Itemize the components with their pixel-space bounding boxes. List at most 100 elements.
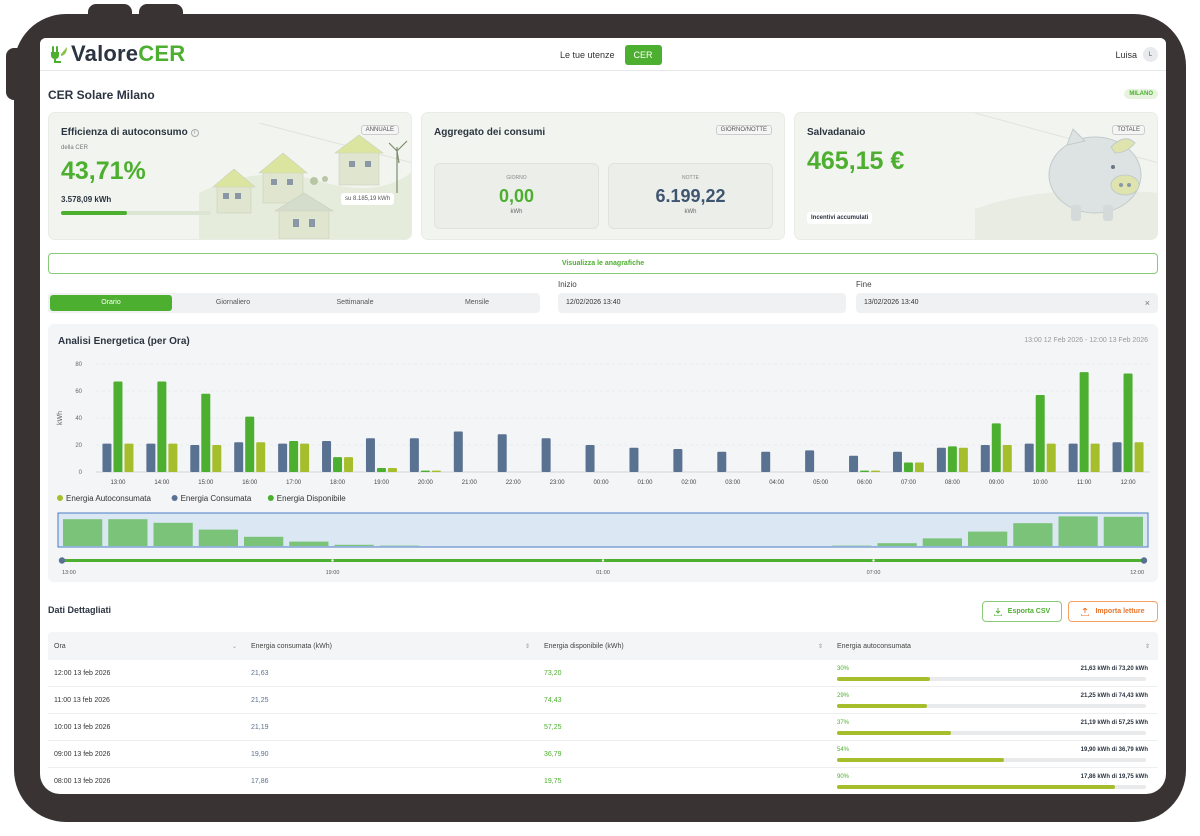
info-icon[interactable]: i bbox=[190, 129, 199, 137]
export-csv-button[interactable]: Esporta CSV bbox=[982, 601, 1062, 622]
table-row[interactable]: 11:00 13 feb 2026 21,25 74,43 29% 21,25 kWh … bbox=[48, 687, 1158, 714]
tab-daily[interactable]: Giornaliero bbox=[215, 299, 251, 306]
efficiency-subtitle: della CER bbox=[61, 145, 89, 151]
start-date-input[interactable]: 12/02/2026 13:40 bbox=[558, 293, 846, 313]
import-readings-label: Importa letture bbox=[1095, 608, 1145, 615]
selfconsumed-bar-fill bbox=[837, 730, 952, 735]
bar-energia-disponibile bbox=[947, 446, 957, 472]
savings-card: Salvadanaio TOTALE 465,15 € Incentivi ac… bbox=[794, 112, 1158, 240]
table-row[interactable]: 09:00 13 feb 2026 19,90 36,79 54% 19,90 kWh … bbox=[48, 741, 1158, 768]
navigator-bar bbox=[968, 531, 1008, 546]
x-tick-label: 14:00 bbox=[154, 480, 170, 486]
selfconsumed-bar bbox=[837, 730, 1146, 735]
bar-energia-consumata bbox=[541, 438, 551, 472]
legend-marker bbox=[171, 495, 178, 501]
x-tick-label: 12:00 bbox=[1121, 480, 1137, 486]
bar-energia-autoconsumata bbox=[387, 467, 397, 472]
energy-chart[interactable]: 0 20 40 60 80 kWh 13:00 14:00 15:00 16:00 17:00 18:… bbox=[48, 324, 1158, 582]
download-icon bbox=[993, 607, 1002, 616]
chart-range: 13:00 12 Feb 2026 - 12:00 13 Feb 2026 bbox=[1024, 337, 1148, 344]
tab-weekly[interactable]: Settimanale bbox=[336, 299, 374, 306]
logo-text: ValoreCER bbox=[71, 41, 185, 67]
x-tick-label: 16:00 bbox=[242, 480, 258, 486]
x-tick-label: 20:00 bbox=[418, 480, 434, 486]
clear-date-icon[interactable]: × bbox=[1144, 298, 1150, 308]
sort-icon[interactable]: ⇕ bbox=[524, 643, 530, 650]
x-tick-label: 02:00 bbox=[681, 480, 697, 486]
bar-energia-autoconsumata bbox=[300, 443, 310, 472]
nav-cer[interactable]: CER bbox=[624, 45, 662, 65]
navigator-tick-label: 01:00 bbox=[596, 570, 610, 576]
cell-time: 12:00 13 feb 2026 bbox=[54, 669, 111, 677]
bar-energia-disponibile bbox=[1123, 373, 1133, 472]
table-header: Ora ⌄ Energia consumata (kWh) ⇕ Energia di… bbox=[48, 632, 1158, 660]
bar-energia-autoconsumata bbox=[1046, 443, 1056, 472]
cell-selfconsumed: 30% 21,63 kWh di 73,20 kWh bbox=[831, 660, 1158, 687]
selfconsumed-desc: 21,63 kWh di 73,20 kWh bbox=[1080, 665, 1148, 672]
details-title: Dati Dettagliati bbox=[48, 605, 112, 615]
view-anagrafiche-button[interactable]: Visualizza le anagrafiche bbox=[48, 253, 1158, 274]
bar-energia-consumata bbox=[936, 447, 946, 472]
cell-selfconsumed: 29% 21,25 kWh di 74,43 kWh bbox=[831, 687, 1158, 714]
bar-energia-consumata bbox=[673, 449, 683, 472]
end-label: Fine bbox=[856, 280, 872, 289]
table-row[interactable]: 08:00 13 feb 2026 17,86 19,75 90% 17,86 kWh … bbox=[48, 768, 1158, 794]
bar-energia-autoconsumata bbox=[431, 470, 441, 472]
bar-energia-autoconsumata bbox=[871, 470, 881, 472]
efficiency-value: 43,71% bbox=[61, 157, 146, 185]
bar-energia-consumata bbox=[190, 445, 200, 472]
end-date-value: 13/02/2026 13:40 bbox=[864, 299, 919, 306]
navigator-tick-label: 13:00 bbox=[62, 570, 76, 576]
col-time[interactable]: Ora ⌄ bbox=[48, 643, 245, 650]
col-consumed-label: Energia consumata (kWh) bbox=[251, 642, 332, 650]
efficiency-kwh: 3.578,09 kWh bbox=[61, 195, 112, 204]
end-date-input[interactable]: 13/02/2026 13:40 × bbox=[856, 293, 1158, 313]
export-csv-label: Esporta CSV bbox=[1007, 608, 1051, 615]
y-axis-label: kWh bbox=[57, 411, 64, 425]
navigator-bar bbox=[63, 519, 103, 546]
legend-marker bbox=[57, 495, 63, 501]
table-row[interactable]: 10:00 13 feb 2026 21,19 57,25 37% 21,19 kWh … bbox=[48, 714, 1158, 741]
cell-available: 73,20 bbox=[544, 669, 562, 677]
bar-energia-consumata bbox=[1112, 442, 1122, 472]
table-row[interactable]: 12:00 13 feb 2026 21,63 73,20 30% 21,63 kWh … bbox=[48, 660, 1158, 687]
cell-time: 10:00 13 feb 2026 bbox=[54, 723, 111, 731]
bar-energia-disponibile bbox=[903, 462, 913, 472]
bar-energia-consumata bbox=[761, 451, 771, 472]
y-tick-label: 20 bbox=[75, 443, 82, 449]
col-available[interactable]: Energia disponibile (kWh) ⇕ bbox=[538, 643, 831, 650]
page-title: CER Solare Milano bbox=[48, 88, 155, 102]
navigator-handle-right bbox=[1140, 557, 1148, 564]
cell-selfconsumed: 90% 17,86 kWh di 19,75 kWh bbox=[831, 768, 1158, 795]
tab-monthly[interactable]: Mensile bbox=[464, 299, 490, 306]
x-tick-label: 23:00 bbox=[550, 480, 566, 486]
bar-energia-consumata bbox=[980, 445, 990, 472]
bar-energia-disponibile bbox=[245, 416, 255, 472]
sort-icon[interactable]: ⇕ bbox=[817, 643, 823, 650]
nav-utenze[interactable]: Le tue utenze bbox=[560, 50, 615, 60]
top-bar: ValoreCER Le tue utenze CER Luisa L bbox=[40, 38, 1166, 71]
selfconsumed-percent: 29% bbox=[837, 692, 850, 699]
import-readings-button[interactable]: Importa letture bbox=[1068, 601, 1158, 622]
tab-hourly[interactable]: Orario bbox=[50, 295, 172, 311]
chevron-down-icon[interactable]: ⌄ bbox=[231, 643, 237, 650]
user-menu[interactable]: Luisa L bbox=[1115, 47, 1158, 62]
bar-energia-consumata bbox=[409, 438, 419, 472]
savings-value: 465,15 € bbox=[807, 147, 905, 175]
selfconsumed-percent: 30% bbox=[837, 665, 850, 672]
logo[interactable]: ValoreCER bbox=[48, 41, 185, 67]
selfconsumed-desc: 17,86 kWh di 19,75 kWh bbox=[1080, 773, 1148, 780]
bar-energia-autoconsumata bbox=[1134, 442, 1144, 472]
bar-energia-disponibile bbox=[1035, 395, 1045, 472]
col-consumed[interactable]: Energia consumata (kWh) ⇕ bbox=[245, 643, 538, 650]
night-unit: kWh bbox=[684, 209, 697, 215]
sort-icon[interactable]: ⇕ bbox=[1144, 643, 1150, 650]
col-selfconsumed[interactable]: Energia autoconsumata ⇕ bbox=[831, 643, 1158, 650]
upload-icon bbox=[1081, 607, 1090, 616]
navigator-handle-left bbox=[58, 557, 66, 564]
logo-accent: CER bbox=[138, 41, 186, 66]
bar-energia-autoconsumata bbox=[1090, 443, 1100, 472]
efficiency-progress bbox=[61, 211, 211, 215]
cell-available: 19,75 bbox=[544, 777, 562, 785]
y-tick-label: 0 bbox=[79, 470, 83, 476]
